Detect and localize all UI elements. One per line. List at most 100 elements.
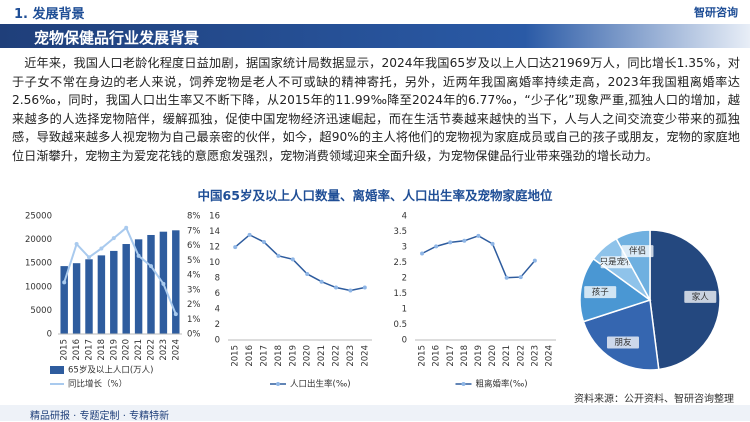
banner-title: 宠物保健品行业发展背景 [34,29,200,47]
x-tick-label: 2017 [85,339,95,361]
slice-label: 伴侣 [629,246,646,257]
legend-label: 65岁及以上人口(万人) [68,365,153,376]
y-tick-label: 1% [187,315,201,325]
y-tick-label: 8% [187,212,201,222]
x-tick-label: 2019 [288,345,298,367]
footer-slogan: 精品研报 · 专题定制 · 专精特新 [30,411,170,422]
bar [97,255,106,334]
x-tick-label: 2019 [109,339,119,361]
marker [334,285,338,290]
y-tick-label: 3.5 [393,227,407,237]
y-tick-label: 12 [209,243,220,253]
slice-label-bg [606,336,639,349]
slice-label: 孩子 [592,287,610,298]
marker [276,253,281,258]
marker [476,233,481,238]
marker [233,245,238,250]
growth-marker [62,280,67,285]
y-tick-label: 20000 [25,235,52,245]
x-tick-label: 2020 [122,339,132,361]
bar [110,250,118,334]
slice-label-bg [684,290,717,303]
y-tick-label: 4 [402,212,407,222]
marker [262,240,266,245]
marker [247,232,252,237]
body-text: 近年来，我国人口老龄化程度日益加剧，据国家统计局数据显示，2024年我国65岁及… [12,56,740,163]
line [234,233,365,292]
y-tick-label: 14 [209,227,220,237]
y-tick-label: 15000 [25,259,52,269]
y-tick-label: 3 [402,243,407,253]
marker [504,275,509,280]
y-tick-label: 2 [402,274,407,284]
y-tick-label: 4% [187,271,201,281]
y-tick-label: 2 [215,320,220,330]
x-tick-label: 2022 [332,345,342,367]
x-tick-label: 2021 [317,345,327,367]
y-tick-label: 3% [187,285,201,295]
x-tick-label: 2022 [147,339,157,361]
legend-label: 粗离婚率(‰) [476,379,528,390]
y-tick-label: 0 [215,336,220,346]
figure-title: 中国65岁及以上人口数量、离婚率、人口出生率及宠物家庭地位 [197,188,553,203]
marker [420,251,425,256]
marker [462,238,467,243]
marker [305,271,310,276]
x-tick-label: 2017 [260,345,270,367]
y-tick-label: 0.5 [393,320,407,330]
marker [490,241,495,246]
x-tick-label: 2015 [418,345,428,367]
logo: 智研咨询 [694,6,738,19]
y-tick-label: 6 [215,289,220,299]
y-tick-label: 5% [187,256,201,266]
bar [134,239,143,334]
marker [362,285,367,290]
marker [290,257,295,262]
y-tick-label: 0% [187,330,201,340]
slice-label-bg [621,245,654,258]
y-tick-label: 4 [215,305,220,315]
y-tick-label: 6% [187,241,201,251]
section-title: 1. 发展背景 [14,7,85,22]
y-tick-label: 10 [209,258,220,268]
source: 资料来源：公开资料、智研咨询整理 [574,394,734,405]
y-tick-label: 0 [47,330,52,340]
slice-label: 只是宠物 [600,257,635,268]
y-tick-label: 16 [209,212,220,222]
x-tick-label: 2016 [432,345,442,367]
x-tick-label: 2022 [516,345,526,367]
footer-bar [0,405,750,421]
y-tick-label: 2% [187,300,201,310]
growth-marker [99,246,104,251]
x-tick-label: 2023 [346,345,356,367]
x-tick-label: 2019 [474,345,484,367]
bar [60,266,68,334]
y-tick-label: 1.5 [393,289,407,299]
growth-marker [74,242,79,247]
x-tick-label: 2024 [544,345,554,367]
growth-line [63,226,177,315]
marker [532,258,537,263]
slice-label-bg [584,286,617,299]
y-tick-label: 1 [402,305,407,315]
x-tick-label: 2020 [488,345,498,367]
x-tick-label: 2017 [446,345,456,367]
y-tick-label: 5000 [30,306,52,316]
x-tick-label: 2018 [274,345,284,367]
bar [147,234,155,334]
x-tick-label: 2024 [171,339,181,361]
marker [319,279,324,284]
slice-label-bg [600,256,633,269]
x-tick-label: 2015 [231,345,241,367]
x-tick-label: 2024 [360,345,370,367]
legend-marker [276,382,280,386]
legend-marker [461,382,466,386]
x-tick-label: 2023 [159,339,169,361]
growth-marker [161,281,166,286]
legend-label: 同比增长（%） [68,379,127,390]
marker [434,244,439,249]
slice-label: 朋友 [614,337,632,348]
x-tick-label: 2018 [97,339,107,361]
growth-marker [124,225,129,230]
